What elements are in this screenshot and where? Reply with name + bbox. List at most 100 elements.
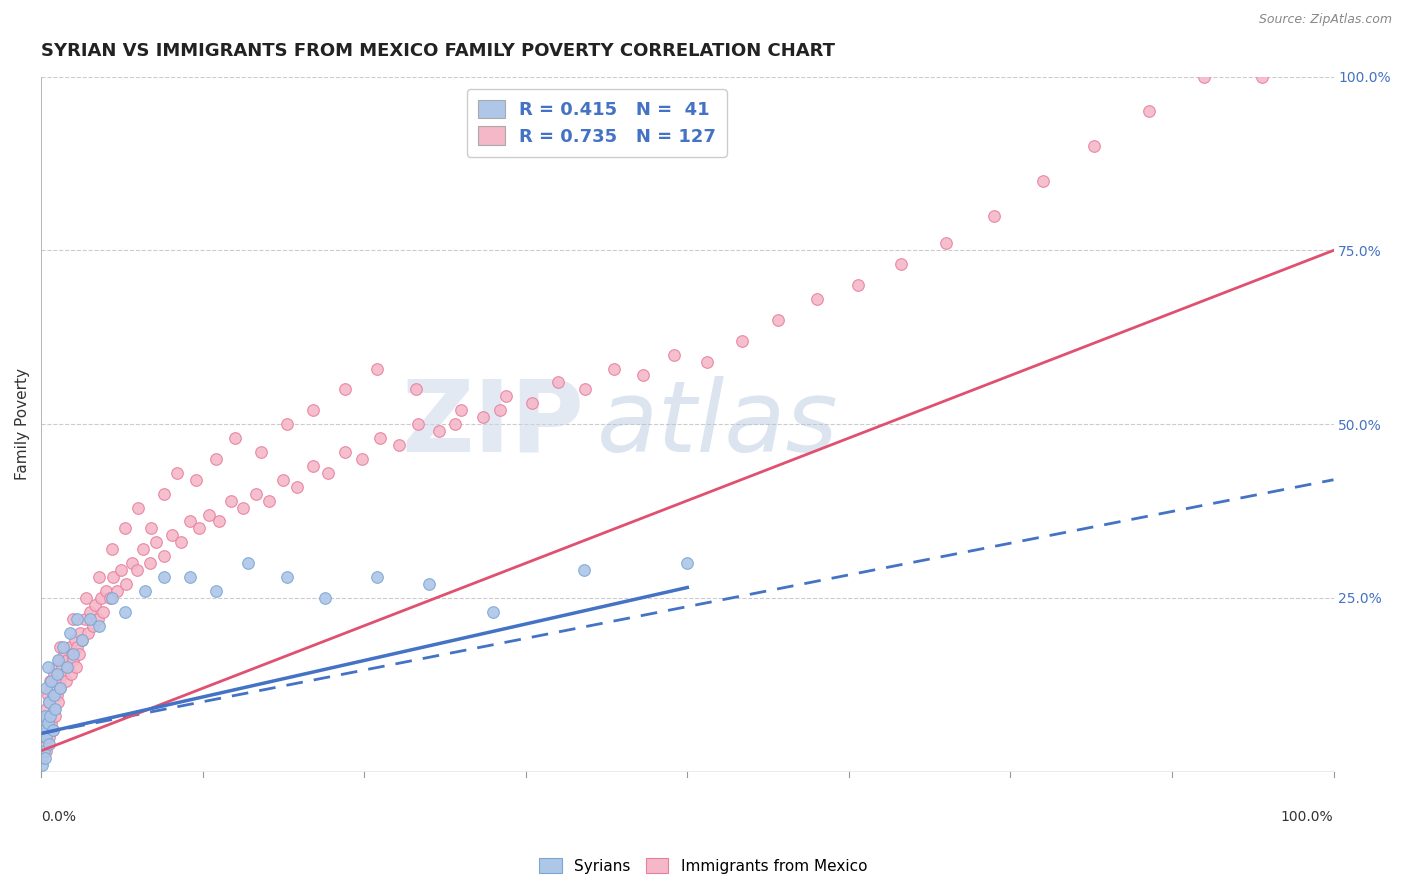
- Point: [314, 591, 336, 605]
- Point: [49, 640, 72, 654]
- Point: [276, 570, 298, 584]
- Point: [633, 368, 655, 383]
- Point: [89, 570, 111, 584]
- Point: [49, 681, 72, 696]
- Text: 100.0%: 100.0%: [1281, 810, 1333, 824]
- Point: [34, 709, 56, 723]
- Point: [62, 612, 84, 626]
- Point: [204, 584, 226, 599]
- Point: [79, 612, 101, 626]
- Point: [333, 445, 356, 459]
- Point: [39, 709, 62, 723]
- Point: [846, 278, 869, 293]
- Point: [49, 653, 72, 667]
- Point: [179, 515, 201, 529]
- Point: [56, 660, 79, 674]
- Point: [46, 653, 69, 667]
- Point: [42, 723, 65, 737]
- Point: [42, 688, 65, 702]
- Point: [890, 257, 912, 271]
- Legend: Syrians, Immigrants from Mexico: Syrians, Immigrants from Mexico: [533, 852, 873, 880]
- Point: [208, 515, 231, 529]
- Point: [32, 744, 55, 758]
- Point: [368, 431, 391, 445]
- Point: [366, 570, 388, 584]
- Point: [84, 598, 107, 612]
- Point: [219, 493, 242, 508]
- Point: [224, 431, 246, 445]
- Point: [39, 674, 62, 689]
- Point: [34, 751, 56, 765]
- Point: [37, 688, 59, 702]
- Point: [115, 577, 138, 591]
- Point: [405, 383, 427, 397]
- Point: [245, 486, 267, 500]
- Point: [316, 466, 339, 480]
- Point: [32, 737, 55, 751]
- Point: [44, 702, 66, 716]
- Point: [32, 723, 55, 737]
- Point: [42, 667, 65, 681]
- Point: [138, 556, 160, 570]
- Point: [285, 480, 308, 494]
- Point: [51, 660, 73, 674]
- Point: [257, 493, 280, 508]
- Point: [79, 605, 101, 619]
- Point: [408, 417, 430, 432]
- Point: [160, 528, 183, 542]
- Legend: R = 0.415   N =  41, R = 0.735   N = 127: R = 0.415 N = 41, R = 0.735 N = 127: [467, 89, 727, 157]
- Point: [44, 674, 66, 689]
- Point: [1251, 70, 1274, 84]
- Point: [179, 570, 201, 584]
- Point: [489, 403, 512, 417]
- Point: [301, 458, 323, 473]
- Point: [34, 730, 56, 744]
- Point: [730, 334, 752, 348]
- Point: [676, 556, 699, 570]
- Point: [58, 660, 80, 674]
- Point: [53, 647, 76, 661]
- Point: [45, 667, 67, 681]
- Point: [333, 383, 356, 397]
- Point: [46, 667, 69, 681]
- Point: [49, 681, 72, 696]
- Point: [132, 542, 155, 557]
- Point: [153, 486, 176, 500]
- Point: [48, 674, 70, 689]
- Point: [31, 757, 53, 772]
- Point: [121, 556, 143, 570]
- Point: [41, 716, 63, 731]
- Point: [103, 570, 125, 584]
- Point: [35, 730, 58, 744]
- Point: [450, 403, 472, 417]
- Point: [166, 466, 188, 480]
- Point: [232, 500, 254, 515]
- Point: [60, 647, 83, 661]
- Point: [38, 737, 60, 751]
- Point: [37, 660, 59, 674]
- Point: [37, 716, 59, 731]
- Point: [31, 751, 53, 765]
- Point: [42, 688, 65, 702]
- Point: [45, 660, 67, 674]
- Point: [664, 348, 686, 362]
- Point: [66, 612, 89, 626]
- Point: [65, 660, 87, 674]
- Point: [139, 521, 162, 535]
- Point: [547, 376, 569, 390]
- Point: [574, 383, 596, 397]
- Point: [76, 625, 98, 640]
- Point: [41, 674, 63, 689]
- Point: [87, 612, 110, 626]
- Point: [58, 625, 80, 640]
- Point: [153, 570, 176, 584]
- Point: [301, 403, 323, 417]
- Point: [153, 549, 176, 564]
- Point: [271, 473, 294, 487]
- Point: [427, 424, 450, 438]
- Point: [62, 647, 84, 661]
- Point: [72, 632, 94, 647]
- Point: [39, 709, 62, 723]
- Point: [1194, 70, 1216, 84]
- Point: [75, 591, 97, 605]
